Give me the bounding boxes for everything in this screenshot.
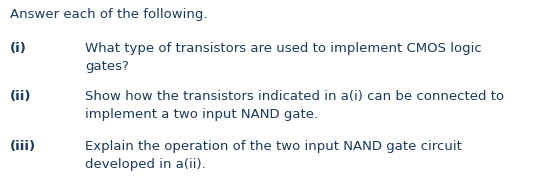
Text: Show how the transistors indicated in a(i) can be connected to
implement a two i: Show how the transistors indicated in a(… (85, 90, 504, 121)
Text: (iii): (iii) (10, 140, 36, 153)
Text: Answer each of the following.: Answer each of the following. (10, 8, 208, 21)
Text: (i): (i) (10, 42, 27, 55)
Text: (ii): (ii) (10, 90, 31, 103)
Text: What type of transistors are used to implement CMOS logic
gates?: What type of transistors are used to imp… (85, 42, 482, 73)
Text: Explain the operation of the two input NAND gate circuit
developed in a(ii).: Explain the operation of the two input N… (85, 140, 462, 171)
